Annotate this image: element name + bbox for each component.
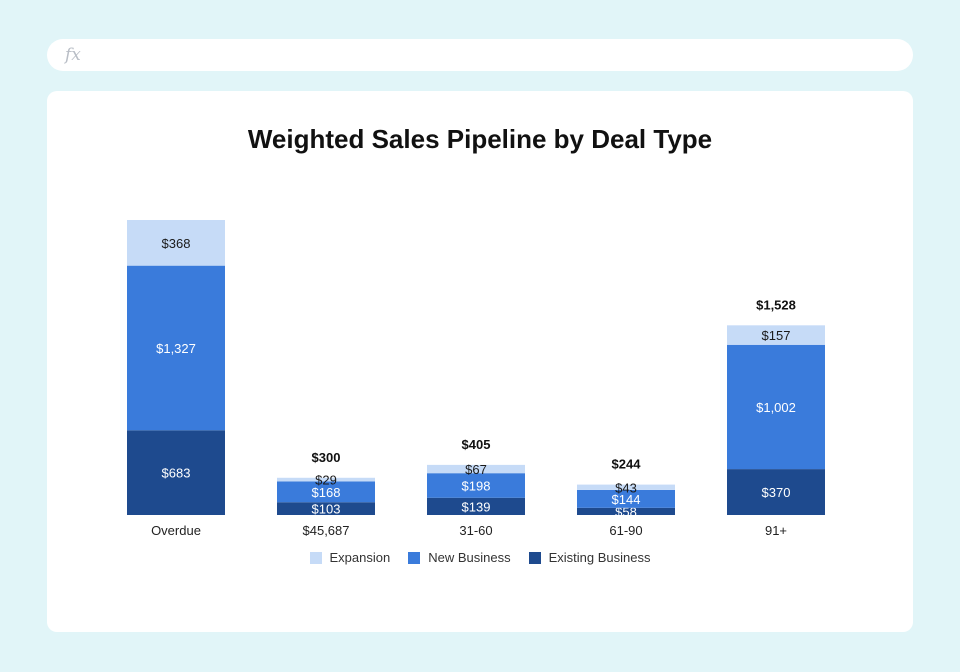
data-label: $1,002 (756, 400, 796, 415)
x-tick-label: 31-60 (459, 523, 492, 538)
legend-item: Expansion (309, 550, 391, 565)
bar-segment (277, 477, 375, 482)
legend-swatch (309, 551, 322, 564)
legend-label: Existing Business (548, 550, 651, 565)
bar-segment (127, 220, 225, 266)
bar-segment (277, 481, 375, 503)
legend-item: New Business (408, 550, 511, 565)
total-label: $405 (462, 437, 491, 452)
bar-segment (727, 344, 825, 470)
legend-item: Existing Business (528, 550, 651, 565)
data-label: $29 (315, 473, 337, 488)
data-label: $144 (612, 492, 641, 507)
bar-segment (577, 484, 675, 490)
bar-segment (277, 502, 375, 515)
chart-legend: Expansion New Business Existing Business (0, 550, 960, 565)
x-tick-label: 61-90 (609, 523, 642, 538)
legend-swatch (528, 551, 541, 564)
bar-segment (577, 507, 675, 515)
data-label: $58 (615, 504, 637, 519)
data-label: $103 (312, 502, 341, 517)
legend-label: New Business (428, 550, 511, 565)
data-label: $368 (162, 236, 191, 251)
bar-segment (427, 464, 525, 474)
data-label: $43 (615, 480, 637, 495)
bar-segment (427, 473, 525, 498)
legend-label: Expansion (329, 550, 391, 565)
bar-segment (727, 469, 825, 515)
bar-segment (577, 489, 675, 508)
bar-segment (427, 497, 525, 515)
total-label: $244 (612, 457, 642, 472)
formula-bar[interactable]: fx (47, 39, 913, 71)
total-label: $1,528 (756, 297, 796, 312)
x-tick-label: $45,687 (303, 523, 350, 538)
data-label: $157 (762, 328, 791, 343)
data-label: $168 (312, 485, 341, 500)
data-label: $1,327 (156, 341, 196, 356)
bar-segment (727, 325, 825, 345)
fx-icon: fx (65, 45, 81, 65)
data-label: $683 (162, 466, 191, 481)
bar-segment (127, 265, 225, 431)
data-label: $370 (762, 485, 791, 500)
x-tick-label: 91+ (765, 523, 787, 538)
chart-title: Weighted Sales Pipeline by Deal Type (247, 124, 713, 154)
data-label: $139 (462, 499, 491, 514)
x-tick-label: Overdue (151, 523, 201, 538)
bar-segment (127, 430, 225, 515)
data-label: $198 (462, 478, 491, 493)
legend-swatch (408, 551, 421, 564)
total-label: $300 (312, 450, 341, 465)
data-label: $67 (465, 462, 487, 477)
